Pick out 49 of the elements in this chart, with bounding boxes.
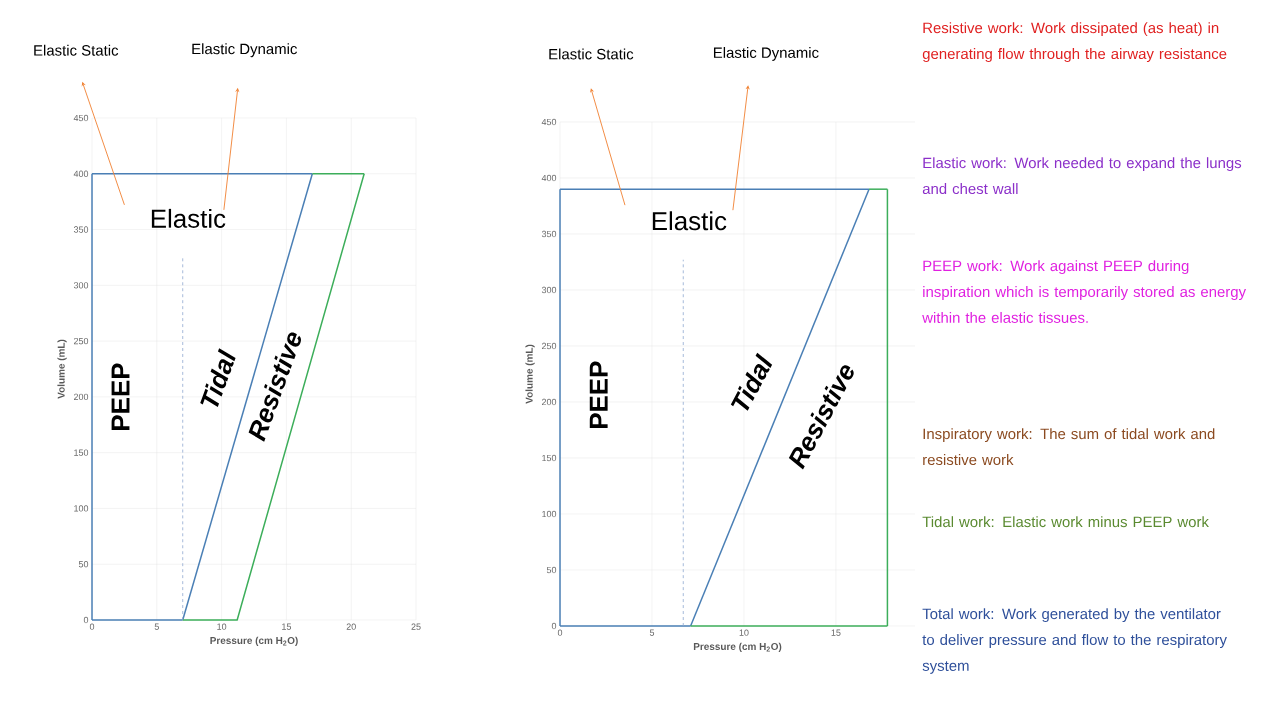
y-tick-label: 450 (541, 118, 557, 126)
y-tick-label: 100 (74, 505, 89, 512)
x-tick-label: 5 (154, 623, 159, 630)
text: Elastic work: Work needed to expand the lungs and chest wall (922, 157, 1242, 195)
x-axis-title: Pressure (cm H$_{2}$O) (210, 636, 298, 646)
y-tick-label: 0 (83, 616, 89, 624)
x-tick-label: 15 (831, 629, 841, 636)
y-tick-label: 150 (542, 454, 557, 462)
y-tick-label: 100 (542, 510, 557, 518)
text: PEEP work: Work against PEEP during inspiration which is temporarily stored as energy within the elastic tissues. (922, 260, 1247, 323)
y-tick-label: 250 (541, 342, 557, 350)
annotation: Tidal (730, 352, 773, 411)
y-axis-title: Volume (mL) (57, 339, 67, 399)
y-tick-label: 150 (74, 449, 89, 456)
y-axis-title: Volume (mL) (525, 344, 535, 404)
x-tick-label: 10 (739, 629, 749, 636)
y-tick-label: 250 (73, 337, 89, 345)
y-tick-label: 450 (73, 114, 89, 122)
text: Elastic Static (549, 48, 634, 60)
y-tick-label: 300 (73, 282, 89, 289)
y-tick-label: 400 (73, 170, 89, 177)
x-tick-label: 10 (217, 623, 227, 630)
y-tick-label: 350 (541, 230, 557, 238)
x-tick-label: 0 (557, 629, 563, 636)
y-tick-label: 300 (541, 286, 557, 294)
text: Tidal work: Elastic work minus PEEP work (922, 516, 1209, 528)
text: Inspiratory work: The sum of tidal work and resistive work (923, 428, 1215, 466)
text: Elastic Dynamic (713, 46, 819, 61)
annotation: PEEP (589, 361, 608, 428)
y-tick-label: 50 (546, 566, 557, 574)
y-tick-label: 200 (73, 393, 89, 401)
text: Resistive work: Work dissipated (as heat) in generating flow through the airway resistance (922, 22, 1227, 63)
text: Elastic Static (34, 44, 119, 56)
annotation: Tidal (200, 348, 236, 407)
x-tick-label: 20 (346, 623, 356, 630)
annotation: Elastic (652, 211, 727, 231)
y-tick-label: 50 (78, 561, 89, 568)
x-axis-title: Pressure (cm H$_{2}$O) (693, 642, 782, 652)
x-tick-label: 25 (411, 623, 421, 630)
annotation: Elastic (151, 208, 226, 228)
text: Total work: Work generated by the ventilator to deliver pressure and flow to the respiratory system (922, 608, 1227, 674)
x-tick-label: 5 (649, 629, 655, 636)
y-tick-label: 200 (541, 398, 557, 406)
x-tick-label: 15 (282, 623, 292, 630)
y-tick-label: 350 (73, 226, 89, 233)
annotation: PEEP (111, 363, 130, 430)
text: Elastic Dynamic (192, 43, 298, 58)
y-tick-label: 400 (541, 174, 557, 182)
x-tick-label: 0 (89, 623, 95, 630)
